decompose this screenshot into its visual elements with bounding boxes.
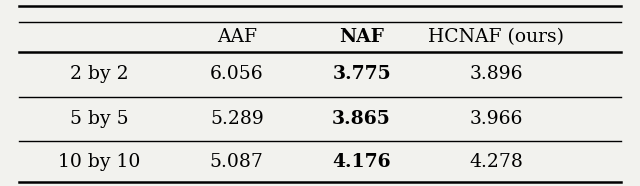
Text: 10 by 10: 10 by 10 <box>58 153 140 171</box>
Text: NAF: NAF <box>339 28 384 46</box>
Text: 3.865: 3.865 <box>332 110 391 128</box>
Text: 5 by 5: 5 by 5 <box>70 110 129 128</box>
Text: 3.896: 3.896 <box>469 65 523 83</box>
Text: AAF: AAF <box>217 28 257 46</box>
Text: 2 by 2: 2 by 2 <box>70 65 129 83</box>
Text: 4.176: 4.176 <box>332 153 391 171</box>
Text: 4.278: 4.278 <box>469 153 523 171</box>
Text: HCNAF (ours): HCNAF (ours) <box>428 28 564 46</box>
Text: 5.289: 5.289 <box>210 110 264 128</box>
Text: 5.087: 5.087 <box>210 153 264 171</box>
Text: 6.056: 6.056 <box>210 65 264 83</box>
Text: 3.775: 3.775 <box>332 65 391 83</box>
Text: 3.966: 3.966 <box>469 110 523 128</box>
